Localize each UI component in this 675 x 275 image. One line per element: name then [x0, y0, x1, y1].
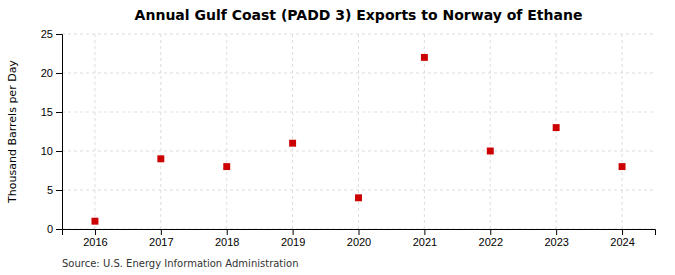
tick: 0: [47, 223, 62, 235]
point: [223, 163, 230, 170]
tick: 2023: [544, 229, 568, 248]
tick-label: 2018: [215, 236, 239, 248]
point: [157, 155, 164, 162]
tick-label: 2019: [281, 236, 305, 248]
tick: 2019: [281, 229, 305, 248]
tick-mark: [95, 229, 96, 235]
grid-line-x: [226, 34, 227, 229]
tick: 5: [47, 184, 62, 196]
tick: 2018: [215, 229, 239, 248]
tick: 25: [41, 28, 62, 40]
tick-mark: [227, 229, 228, 235]
grid-line-y: [62, 73, 655, 74]
tick-label: 20: [41, 67, 53, 79]
point: [421, 54, 428, 61]
tick-mark: [56, 151, 62, 152]
point: [91, 218, 98, 225]
tick-label: 2020: [347, 236, 371, 248]
tick-label: 10: [41, 145, 53, 157]
tick-label: 5: [47, 184, 53, 196]
grid-line-y: [62, 34, 655, 35]
point: [487, 148, 494, 155]
tick-mark: [56, 73, 62, 74]
points: [91, 54, 625, 225]
tick: 2020: [347, 229, 371, 248]
tick-mark: [161, 229, 162, 235]
tick-mark: [56, 229, 62, 230]
tick-mark: [293, 229, 294, 235]
tick-mark: [56, 112, 62, 113]
tick-mark: [359, 229, 360, 235]
tick-mark: [56, 190, 62, 191]
tick-mark: [490, 229, 491, 235]
y-axis: 0 5 10 15 20 25: [41, 28, 63, 235]
grid-line-x: [94, 34, 95, 229]
point: [355, 194, 362, 201]
tick: 2017: [149, 229, 173, 248]
tick: 20: [41, 67, 62, 79]
tick-label: 2024: [610, 236, 634, 248]
tick: 15: [41, 106, 62, 118]
point: [553, 124, 560, 131]
axis-line: [63, 230, 656, 236]
tick: 2021: [413, 229, 437, 248]
tick: 10: [41, 145, 62, 157]
grid-line-y: [62, 112, 655, 113]
tick-mark: [556, 229, 557, 235]
tick: 2016: [83, 229, 107, 248]
grid-line-x: [424, 34, 425, 229]
tick-label: 2023: [544, 236, 568, 248]
tick-label: 15: [41, 106, 53, 118]
tick-mark: [424, 229, 425, 235]
y-axis-title: Thousand Barrels per Day: [6, 60, 19, 204]
grid-line-y: [62, 151, 655, 152]
title: Annual Gulf Coast (PADD 3) Exports to No…: [135, 7, 583, 23]
chart: 2016 2017 2018 2019 2020 2021 2022 2023 2024 0 5 10…: [0, 0, 675, 275]
grid-line-x: [490, 34, 491, 229]
point: [289, 140, 296, 147]
grid-line-x: [160, 34, 161, 229]
grid-line-x: [292, 34, 293, 229]
annotation: Source: U.S. Energy Information Administ…: [62, 258, 299, 269]
grid-line-x: [556, 34, 557, 229]
grid-line-x: [622, 34, 623, 229]
tick-mark: [622, 229, 623, 235]
tick: 2024: [610, 229, 634, 248]
tick-label: 2016: [83, 236, 107, 248]
x-axis: 2016 2017 2018 2019 2020 2021 2022 2023 2024: [63, 229, 656, 248]
plot: 2016 2017 2018 2019 2020 2021 2022 2023 2024 0 5 10…: [41, 28, 656, 248]
tick-label: 0: [47, 223, 53, 235]
grid: [62, 34, 655, 229]
tick: 2022: [479, 229, 503, 248]
axis-line: [56, 35, 63, 230]
tick-label: 2022: [479, 236, 503, 248]
tick-label: 2021: [413, 236, 437, 248]
tick-label: 2017: [149, 236, 173, 248]
tick-mark: [56, 34, 62, 35]
point: [619, 163, 626, 170]
tick-label: 25: [41, 28, 53, 40]
grid-line-y: [62, 190, 655, 191]
